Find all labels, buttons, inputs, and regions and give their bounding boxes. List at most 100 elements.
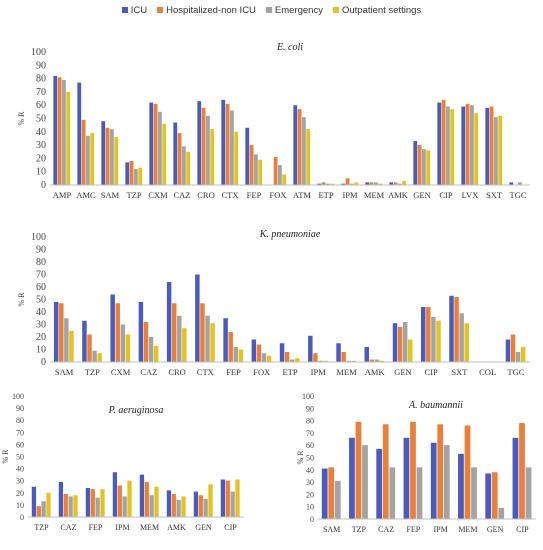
legend-swatch	[121, 7, 128, 13]
bar	[515, 352, 521, 362]
bar	[382, 424, 389, 519]
category-label: IPM	[311, 367, 327, 377]
category-label: FEP	[226, 367, 241, 377]
y-tick-label: 50	[306, 454, 314, 463]
bar	[171, 494, 176, 517]
bar	[379, 360, 385, 362]
category-label: FEP	[89, 523, 103, 532]
bar	[317, 183, 322, 185]
bar	[362, 445, 368, 519]
y-tick-label: 100	[302, 392, 314, 401]
bar	[110, 294, 115, 362]
bar	[485, 107, 490, 185]
bar	[403, 437, 410, 519]
bar	[313, 353, 318, 362]
bar	[408, 339, 413, 362]
y-axis-label: % R	[1, 449, 10, 464]
bar	[302, 117, 306, 185]
bar	[321, 468, 328, 519]
bar	[143, 322, 149, 362]
bar	[437, 102, 442, 185]
bar	[62, 79, 66, 185]
category-label: CIP	[439, 190, 453, 200]
y-tick-label: 80	[306, 417, 314, 426]
category-label: CAZ	[61, 523, 77, 532]
legend-item: Hospitalized-non ICU	[157, 5, 256, 16]
bar	[57, 77, 62, 185]
category-label: SAM	[323, 525, 340, 534]
bar	[450, 109, 455, 185]
category-label: SAM	[55, 367, 74, 377]
category-label: ETP	[318, 190, 333, 200]
bar	[365, 182, 370, 185]
bar	[334, 480, 341, 519]
y-tick-label: 80	[36, 74, 46, 85]
bar	[389, 467, 396, 519]
bar	[345, 178, 350, 185]
category-label: SAM	[101, 190, 120, 200]
bar	[350, 183, 354, 185]
bar	[122, 496, 127, 517]
bar	[278, 165, 282, 185]
bar	[197, 101, 202, 185]
category-label: LVX	[462, 190, 479, 200]
bar	[470, 105, 474, 185]
category-label: CAZ	[140, 367, 157, 377]
bar	[402, 322, 408, 362]
bar	[512, 437, 519, 519]
bar	[520, 347, 526, 362]
bar	[77, 82, 82, 185]
bar	[176, 500, 181, 517]
y-axis-label: % R	[296, 450, 305, 465]
category-label: COL	[479, 367, 496, 377]
category-label: CRO	[197, 190, 214, 200]
bar	[173, 122, 178, 185]
y-tick-label: 100	[31, 47, 46, 58]
bar	[90, 489, 95, 517]
bar	[464, 323, 469, 362]
bar	[249, 145, 254, 185]
y-tick-label: 60	[36, 282, 46, 293]
y-axis-label: % R	[17, 292, 26, 307]
bar	[63, 494, 68, 517]
category-label: CRO	[168, 367, 185, 377]
bar	[73, 495, 78, 517]
y-tick-label: 30	[36, 140, 46, 151]
bar	[489, 106, 494, 185]
bar	[416, 467, 423, 519]
bar	[134, 169, 138, 185]
bar	[82, 320, 87, 362]
y-tick-label: 30	[306, 478, 314, 487]
bar	[494, 117, 498, 185]
bar	[426, 307, 431, 362]
legend-swatch	[157, 7, 164, 13]
bar	[284, 352, 290, 362]
legend-label: ICU	[130, 4, 148, 16]
y-tick-label: 70	[36, 270, 46, 281]
category-label: TZP	[126, 190, 141, 200]
bar	[203, 498, 208, 517]
bar	[330, 183, 335, 185]
legend-item: Outpatient settings	[332, 5, 421, 16]
y-tick-label: 30	[36, 320, 46, 331]
category-label: TGC	[510, 190, 527, 200]
bar	[459, 313, 464, 362]
category-label: SXT	[486, 190, 503, 200]
category-label: AMK	[365, 367, 386, 377]
bar	[519, 423, 525, 519]
bar	[349, 437, 355, 519]
bar	[498, 507, 505, 519]
y-tick-label: 20	[36, 153, 46, 164]
y-tick-label: 70	[36, 87, 46, 98]
y-tick-label: 0	[20, 513, 24, 522]
bar	[69, 330, 74, 362]
bar	[153, 345, 159, 362]
bar	[92, 350, 97, 362]
bar	[101, 121, 106, 185]
bar	[149, 495, 154, 517]
bar	[64, 318, 69, 362]
bar	[225, 103, 230, 185]
bar	[53, 302, 59, 362]
bar	[323, 360, 328, 362]
bar	[369, 182, 374, 185]
